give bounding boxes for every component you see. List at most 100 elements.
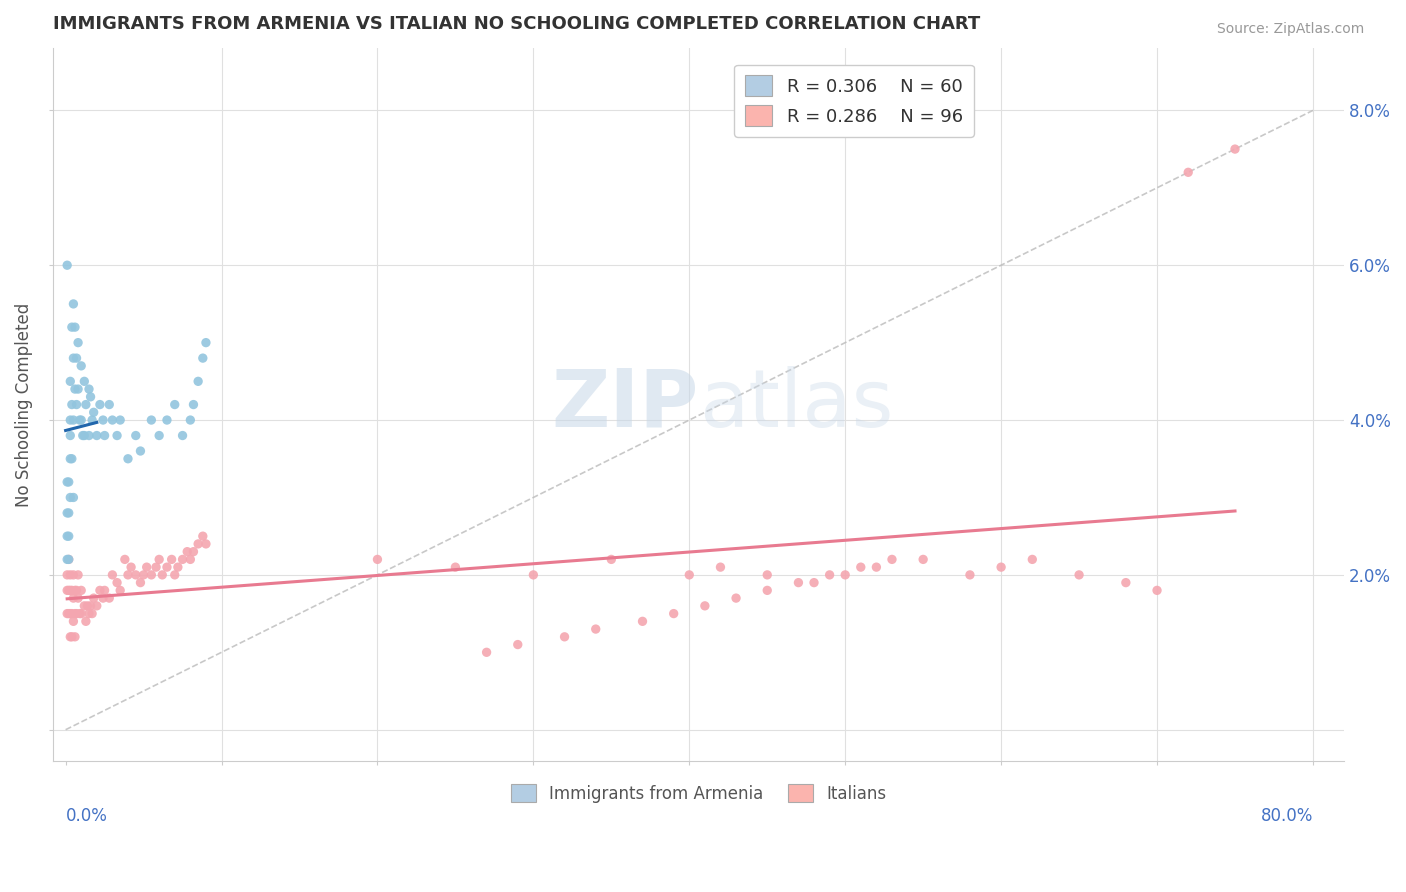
Point [77, 428, 100, 442]
Point [86, 599, 108, 613]
Point [63, 583, 86, 598]
Point [693, 599, 716, 613]
Point [62, 567, 84, 582]
Point [959, 567, 981, 582]
Point [79, 599, 101, 613]
Point [187, 375, 209, 389]
Point [522, 567, 544, 582]
Point [191, 529, 214, 543]
Text: 80.0%: 80.0% [1261, 807, 1313, 825]
Point [865, 560, 887, 574]
Point [101, 413, 124, 427]
Text: ZIP: ZIP [551, 366, 699, 443]
Point [59, 491, 82, 505]
Point [58, 506, 80, 520]
Point [183, 398, 205, 412]
Point [912, 552, 935, 566]
Point [56, 607, 79, 621]
Point [59, 375, 82, 389]
Point [58, 552, 80, 566]
Point [67, 335, 90, 350]
Point [62, 297, 84, 311]
Point [62, 413, 84, 427]
Point [60, 398, 83, 412]
Point [148, 428, 170, 442]
Point [191, 351, 214, 365]
Point [63, 382, 86, 396]
Point [70, 583, 93, 598]
Point [554, 630, 576, 644]
Point [678, 567, 700, 582]
Point [117, 451, 139, 466]
Point [160, 552, 183, 566]
Point [56, 583, 79, 598]
Point [849, 560, 872, 574]
Point [62, 491, 84, 505]
Point [89, 398, 111, 412]
Point [145, 560, 167, 574]
Point [1067, 567, 1090, 582]
Point [98, 591, 121, 606]
Point [1021, 552, 1043, 566]
Point [1115, 575, 1137, 590]
Point [163, 567, 186, 582]
Point [105, 575, 128, 590]
Point [58, 607, 80, 621]
Point [56, 567, 79, 582]
Point [60, 451, 83, 466]
Point [756, 567, 779, 582]
Legend: Immigrants from Armenia, Italians: Immigrants from Armenia, Italians [503, 778, 893, 809]
Point [120, 560, 142, 574]
Point [82, 607, 104, 621]
Point [73, 428, 96, 442]
Point [60, 320, 83, 334]
Point [1146, 583, 1168, 598]
Point [82, 413, 104, 427]
Point [818, 567, 841, 582]
Point [70, 359, 93, 373]
Point [194, 335, 217, 350]
Point [163, 398, 186, 412]
Point [59, 413, 82, 427]
Point [148, 552, 170, 566]
Point [59, 451, 82, 466]
Point [67, 591, 90, 606]
Point [93, 583, 115, 598]
Point [662, 607, 685, 621]
Point [108, 583, 131, 598]
Point [63, 630, 86, 644]
Point [65, 607, 87, 621]
Point [834, 567, 856, 582]
Point [86, 428, 108, 442]
Point [59, 607, 82, 621]
Point [62, 351, 84, 365]
Point [366, 552, 388, 566]
Point [77, 607, 100, 621]
Point [990, 560, 1012, 574]
Point [83, 405, 105, 419]
Point [600, 552, 623, 566]
Point [129, 575, 152, 590]
Point [56, 529, 79, 543]
Point [56, 506, 79, 520]
Point [787, 575, 810, 590]
Text: 0.0%: 0.0% [66, 807, 107, 825]
Point [129, 444, 152, 458]
Point [444, 560, 467, 574]
Point [76, 599, 98, 613]
Point [187, 537, 209, 551]
Point [56, 258, 79, 272]
Point [59, 428, 82, 442]
Point [58, 552, 80, 566]
Point [72, 428, 94, 442]
Point [105, 428, 128, 442]
Point [75, 398, 97, 412]
Text: IMMIGRANTS FROM ARMENIA VS ITALIAN NO SCHOOLING COMPLETED CORRELATION CHART: IMMIGRANTS FROM ARMENIA VS ITALIAN NO SC… [53, 15, 980, 33]
Point [108, 413, 131, 427]
Point [132, 567, 155, 582]
Point [91, 413, 114, 427]
Point [59, 583, 82, 598]
Point [83, 591, 105, 606]
Point [156, 413, 179, 427]
Point [172, 428, 194, 442]
